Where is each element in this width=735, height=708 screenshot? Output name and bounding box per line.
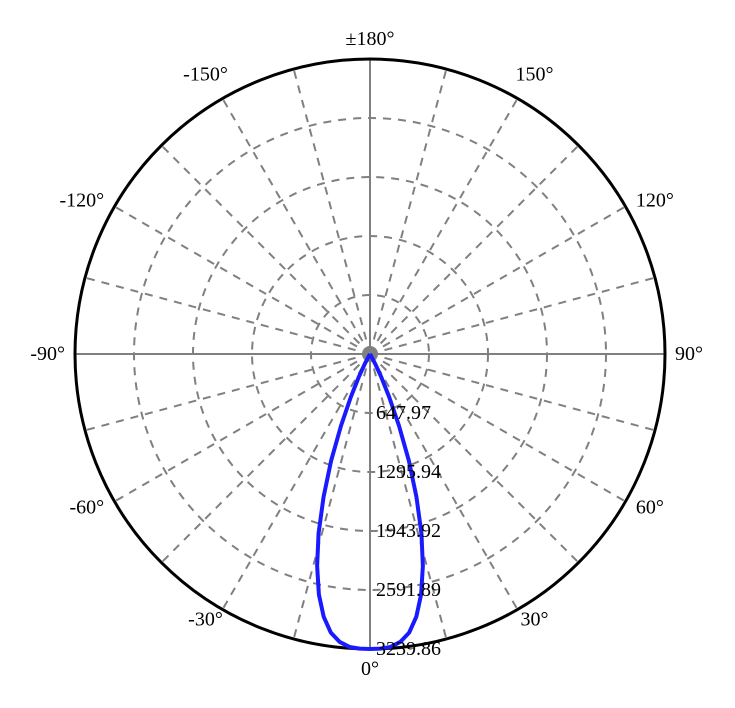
angle-label: 30° (521, 609, 549, 631)
radial-tick-label: 1943.92 (376, 520, 441, 542)
angle-label: 60° (636, 497, 664, 519)
polar-chart: 647.97 1295.94 1943.92 2591.89 3239.86 ±180° -… (0, 0, 735, 708)
angle-label: -60° (69, 497, 104, 519)
radial-tick-label: 1295.94 (376, 461, 441, 483)
angle-label: -30° (188, 609, 223, 631)
radial-tick-label: 2591.89 (376, 579, 441, 601)
angle-label: ±180° (346, 28, 395, 50)
angle-label: 0° (361, 658, 379, 680)
angle-label: 150° (516, 63, 554, 85)
angle-label: 120° (636, 190, 674, 212)
angle-label: -120° (59, 190, 104, 212)
angle-label: -90° (30, 343, 65, 365)
radial-tick-label: 3239.86 (376, 638, 441, 660)
radial-tick-label: 647.97 (376, 402, 431, 424)
angle-label: -150° (183, 63, 228, 85)
angle-label: 90° (675, 343, 703, 365)
